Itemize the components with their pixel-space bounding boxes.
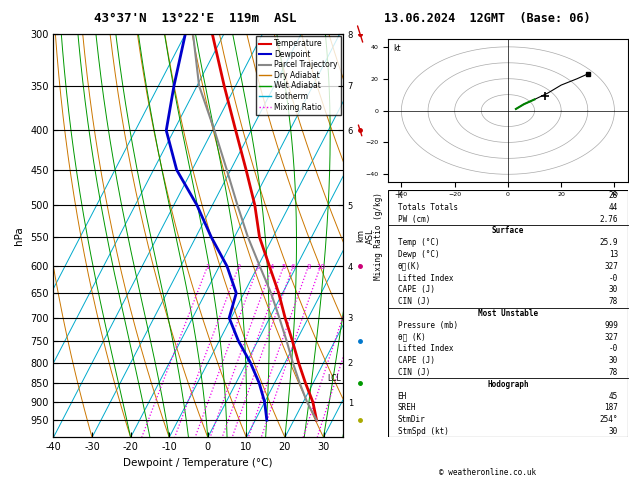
Y-axis label: km
ASL: km ASL	[356, 228, 376, 243]
Text: Temp (°C): Temp (°C)	[398, 238, 439, 247]
Text: 25: 25	[369, 263, 377, 270]
Text: LCL: LCL	[327, 375, 341, 383]
Text: Pressure (mb): Pressure (mb)	[398, 321, 458, 330]
Text: 5: 5	[281, 263, 286, 270]
Text: 6: 6	[291, 263, 295, 270]
Text: 25.9: 25.9	[599, 238, 618, 247]
Text: 1: 1	[205, 263, 210, 270]
Text: kt: kt	[393, 44, 401, 52]
Text: 10: 10	[316, 263, 325, 270]
Text: Dewp (°C): Dewp (°C)	[398, 250, 439, 259]
Text: θᴇ(K): θᴇ(K)	[398, 262, 421, 271]
Text: Most Unstable: Most Unstable	[478, 309, 538, 318]
Text: -0: -0	[609, 274, 618, 282]
Text: 43°37'N  13°22'E  119m  ASL: 43°37'N 13°22'E 119m ASL	[94, 12, 296, 25]
Text: PW (cm): PW (cm)	[398, 214, 430, 224]
Text: 30: 30	[609, 356, 618, 365]
Text: 13.06.2024  12GMT  (Base: 06): 13.06.2024 12GMT (Base: 06)	[384, 12, 591, 25]
Text: 8: 8	[306, 263, 311, 270]
Text: Mixing Ratio (g/kg): Mixing Ratio (g/kg)	[374, 192, 382, 279]
Text: Lifted Index: Lifted Index	[398, 345, 453, 353]
Text: 327: 327	[604, 262, 618, 271]
Text: 999: 999	[604, 321, 618, 330]
Text: CIN (J): CIN (J)	[398, 297, 430, 306]
Text: -0: -0	[609, 345, 618, 353]
Text: 254°: 254°	[599, 415, 618, 424]
Text: 2: 2	[237, 263, 241, 270]
Text: Surface: Surface	[492, 226, 524, 235]
Text: Lifted Index: Lifted Index	[398, 274, 453, 282]
Text: 45: 45	[609, 392, 618, 400]
Text: CAPE (J): CAPE (J)	[398, 356, 435, 365]
Text: 3: 3	[256, 263, 260, 270]
Text: 78: 78	[609, 368, 618, 377]
Legend: Temperature, Dewpoint, Parcel Trajectory, Dry Adiabat, Wet Adiabat, Isotherm, Mi: Temperature, Dewpoint, Parcel Trajectory…	[255, 35, 342, 115]
Text: 20: 20	[355, 263, 364, 270]
Text: 2.76: 2.76	[599, 214, 618, 224]
Text: CAPE (J): CAPE (J)	[398, 285, 435, 295]
Text: 28: 28	[609, 191, 618, 200]
Text: StmSpd (kt): StmSpd (kt)	[398, 427, 448, 436]
Text: 30: 30	[609, 427, 618, 436]
X-axis label: Dewpoint / Temperature (°C): Dewpoint / Temperature (°C)	[123, 458, 273, 468]
Text: Totals Totals: Totals Totals	[398, 203, 458, 212]
Text: 30: 30	[609, 285, 618, 295]
Y-axis label: hPa: hPa	[14, 226, 25, 245]
Text: 13: 13	[609, 250, 618, 259]
Text: 44: 44	[609, 203, 618, 212]
Text: EH: EH	[398, 392, 407, 400]
Text: Hodograph: Hodograph	[487, 380, 529, 389]
Text: SREH: SREH	[398, 403, 416, 413]
Text: 78: 78	[609, 297, 618, 306]
Text: 4: 4	[270, 263, 274, 270]
Text: 327: 327	[604, 332, 618, 342]
Text: θᴇ (K): θᴇ (K)	[398, 332, 425, 342]
Text: K: K	[398, 191, 403, 200]
Text: CIN (J): CIN (J)	[398, 368, 430, 377]
Text: © weatheronline.co.uk: © weatheronline.co.uk	[439, 468, 536, 477]
Text: StmDir: StmDir	[398, 415, 425, 424]
Text: 187: 187	[604, 403, 618, 413]
